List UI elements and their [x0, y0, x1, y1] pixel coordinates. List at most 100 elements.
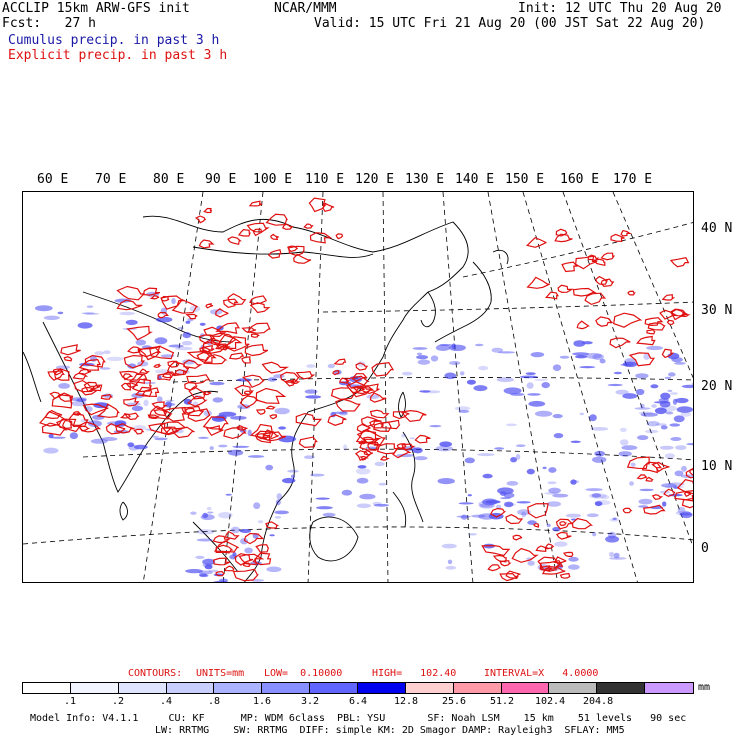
- cumulus-cell: [160, 354, 175, 358]
- explicit-contour: [332, 370, 340, 376]
- cumulus-cell: [401, 433, 407, 438]
- cumulus-cell: [287, 469, 299, 473]
- explicit-contour: [83, 381, 101, 393]
- cumulus-cell: [594, 501, 603, 507]
- cumulus-cell: [34, 305, 53, 312]
- explicit-contour: [556, 531, 572, 540]
- model-info-line1: Model Info: V4.1.1 CU: KF MP: WDM 6class…: [30, 713, 687, 724]
- cumulus-cell: [554, 541, 568, 547]
- cumulus-cell: [119, 311, 136, 316]
- colorbar-cell: [310, 683, 359, 693]
- contours-low: LOW= 0.10000: [264, 668, 343, 679]
- explicit-contour: [205, 303, 214, 309]
- cumulus-cell: [244, 547, 253, 554]
- lat-line-0: [23, 526, 693, 545]
- cumulus-cell: [527, 393, 541, 396]
- cumulus-cell: [570, 440, 581, 443]
- cumulus-cell: [588, 493, 607, 499]
- explicit-contour: [116, 299, 143, 311]
- explicit-contour: [250, 333, 260, 338]
- explicit-contour: [254, 430, 272, 444]
- explicit-contour: [609, 337, 631, 349]
- cumulus-cell: [542, 466, 547, 470]
- cumulus-cell: [673, 486, 679, 489]
- cumulus-cell: [133, 444, 148, 450]
- explicit-contour: [255, 409, 266, 415]
- explicit-contour: [561, 261, 578, 273]
- cumulus-cell: [635, 373, 649, 379]
- cumulus-cell: [661, 483, 677, 488]
- cumulus-cell: [679, 513, 693, 516]
- cumulus-cell: [467, 494, 472, 497]
- explicit-contour: [141, 387, 160, 398]
- cumulus-cell: [675, 510, 691, 516]
- cumulus-cell: [660, 425, 668, 430]
- cumulus-cell: [665, 411, 674, 415]
- explicit-contour: [128, 373, 148, 384]
- cumulus-cell: [416, 355, 429, 360]
- explicit-contour: [627, 290, 636, 296]
- explicit-contour: [261, 361, 290, 374]
- colorbar-cell: [166, 683, 215, 693]
- legend-explicit: Explicit precip. in past 3 h: [8, 48, 228, 63]
- cumulus-cell: [590, 427, 609, 431]
- cumulus-cell: [491, 347, 504, 353]
- explicit-contour: [562, 551, 574, 557]
- explicit-contour: [157, 311, 169, 319]
- cumulus-cell: [655, 423, 667, 426]
- cumulus-cell: [247, 429, 252, 437]
- contours-interval: INTERVAL=X 4.0000: [484, 668, 599, 679]
- explicit-contour: [651, 461, 670, 473]
- cumulus-cell: [305, 395, 322, 399]
- valid-time: Valid: 15 UTC Fri 21 Aug 20 (00 JST Sat …: [314, 16, 706, 31]
- cumulus-cell: [686, 443, 693, 446]
- cumulus-cell: [473, 385, 488, 392]
- explicit-contour: [358, 440, 367, 445]
- cumulus-cell: [653, 401, 671, 404]
- explicit-contour: [187, 408, 211, 422]
- explicit-contour: [270, 233, 279, 240]
- explicit-contour: [244, 390, 254, 395]
- lat-line-30: [322, 301, 693, 313]
- cumulus-cell: [199, 322, 206, 326]
- cumulus-cell: [90, 438, 108, 444]
- explicit-contour: [72, 372, 89, 380]
- cumulus-cell: [612, 517, 617, 521]
- cumulus-cell: [691, 382, 693, 388]
- explicit-contour: [246, 222, 270, 233]
- cumulus-cell: [106, 356, 124, 361]
- cumulus-cell: [430, 355, 439, 362]
- producer-label: NCAR/MMM: [274, 1, 337, 16]
- cumulus-cell: [485, 500, 501, 504]
- cumulus-cell: [456, 515, 471, 518]
- explicit-contour: [148, 422, 173, 435]
- cumulus-cell: [204, 564, 213, 570]
- explicit-contour: [622, 507, 633, 514]
- explicit-contour: [499, 572, 519, 582]
- explicit-contour: [674, 491, 693, 502]
- explicit-contour: [122, 373, 134, 381]
- explicit-contour: [683, 491, 692, 497]
- cumulus-cell: [505, 423, 517, 427]
- colorbar-tick: 12.8: [394, 696, 419, 707]
- lat-label: 0: [701, 541, 709, 556]
- map-canvas: [23, 192, 693, 582]
- cumulus-cell: [218, 411, 237, 417]
- explicit-contour: [414, 434, 431, 444]
- cumulus-cell: [142, 381, 156, 385]
- cumulus-cell: [55, 365, 71, 370]
- explicit-contour: [492, 554, 507, 563]
- cumulus-cell: [135, 339, 147, 346]
- cumulus-cell: [478, 365, 489, 371]
- explicit-contour: [647, 322, 666, 331]
- cumulus-cell: [591, 493, 602, 498]
- cumulus-cell: [327, 363, 335, 369]
- cumulus-cell: [599, 358, 606, 364]
- explicit-contour: [153, 363, 162, 369]
- explicit-contour: [661, 294, 676, 301]
- explicit-contour: [661, 348, 675, 359]
- cumulus-cell: [674, 362, 686, 365]
- colorbar-tick: 51.2: [490, 696, 515, 707]
- explicit-contour: [105, 423, 126, 435]
- colorbar-tick: 6.4: [349, 696, 368, 707]
